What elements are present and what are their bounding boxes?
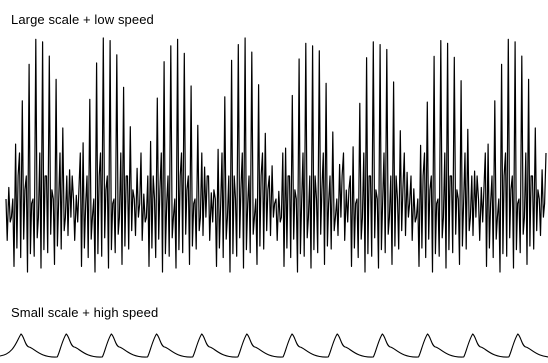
signal-line — [5, 37, 547, 273]
signal-trace-plot — [0, 333, 548, 358]
chart-title: Small scale + high speed — [11, 305, 159, 320]
signal-line — [0, 333, 548, 358]
chart-title: Large scale + low speed — [11, 12, 154, 27]
signal-trace-plot — [5, 37, 547, 273]
